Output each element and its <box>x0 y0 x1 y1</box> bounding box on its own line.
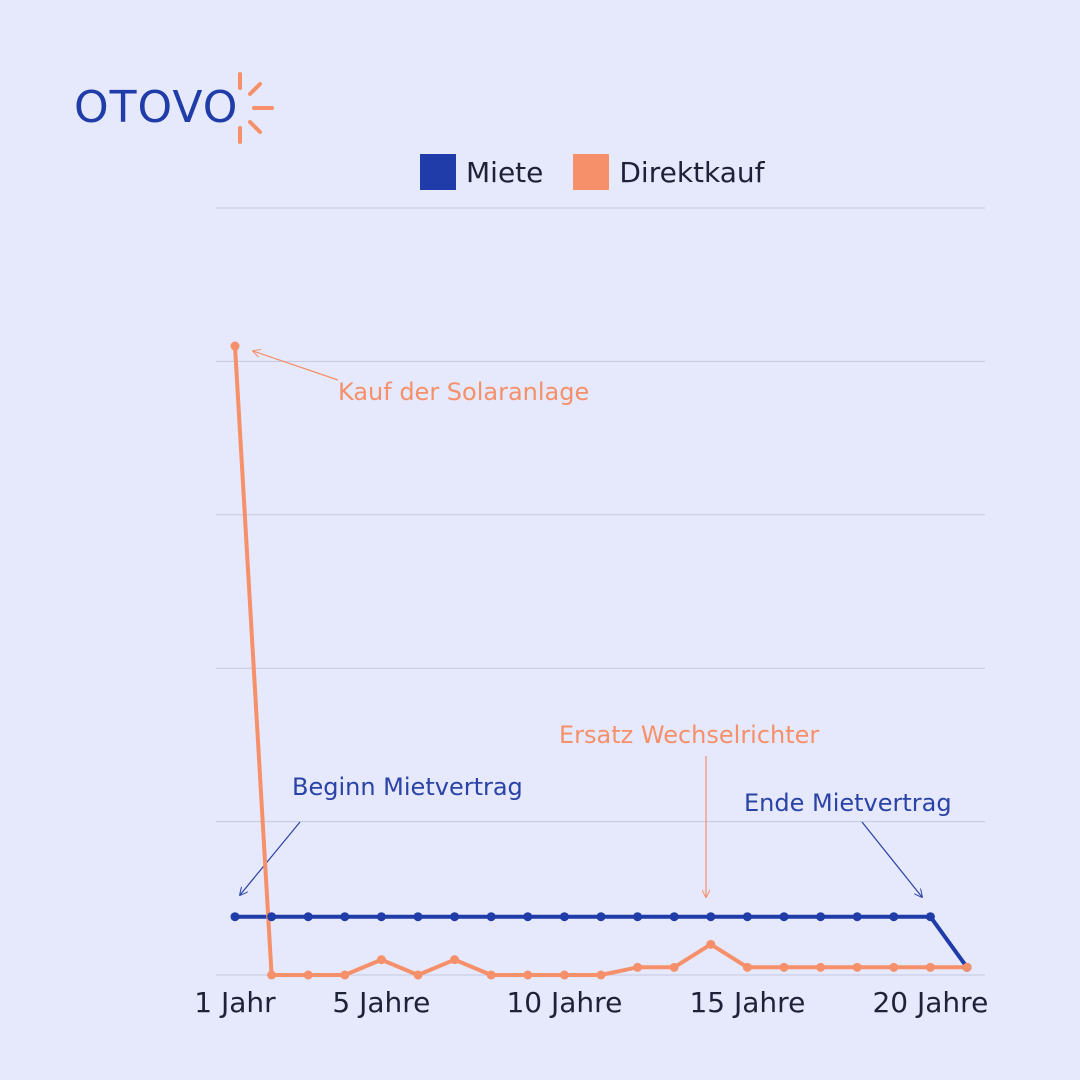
grid-lines <box>216 207 985 976</box>
data-point-direktkauf-8 <box>486 970 496 980</box>
data-point-direktkauf-18 <box>852 962 862 972</box>
annotation-label-3: Ende Mietvertrag <box>744 789 952 817</box>
data-point-direktkauf-11 <box>596 970 606 980</box>
data-point-direktkauf-21 <box>962 962 972 972</box>
data-point-miete-2 <box>267 912 277 922</box>
legend-label-direktkauf: Direktkauf <box>619 155 765 189</box>
annotation-arrows <box>240 351 922 897</box>
data-point-direktkauf-5 <box>376 955 386 965</box>
x-tick-label-4: 20 Jahre <box>872 986 989 1019</box>
data-point-miete-12 <box>633 912 643 922</box>
data-point-direktkauf-19 <box>889 962 899 972</box>
data-point-direktkauf-6 <box>413 970 423 980</box>
data-point-direktkauf-10 <box>559 970 569 980</box>
x-tick-label-3: 15 Jahre <box>689 986 806 1019</box>
annotation-label-0: Kauf der Solaranlage <box>338 378 590 406</box>
data-point-direktkauf-14 <box>706 939 716 949</box>
annotation-label-2: Beginn Mietvertrag <box>292 773 523 801</box>
data-point-miete-6 <box>413 912 423 922</box>
data-point-miete-10 <box>559 912 569 922</box>
sun-rays-icon <box>238 72 274 144</box>
data-point-direktkauf-16 <box>779 962 789 972</box>
legend-swatch-miete <box>420 154 456 190</box>
data-point-miete-20 <box>925 912 935 922</box>
data-point-direktkauf-9 <box>523 970 533 980</box>
data-point-direktkauf-15 <box>742 962 752 972</box>
series-line-direktkauf <box>233 345 967 977</box>
x-tick-label-0: 1 Jahr <box>194 986 276 1019</box>
legend-label-miete: Miete <box>466 155 544 189</box>
data-point-direktkauf-1 <box>230 341 240 351</box>
data-point-direktkauf-2 <box>267 970 277 980</box>
data-point-direktkauf-3 <box>303 970 313 980</box>
legend-item-miete: Miete <box>420 154 543 190</box>
data-point-miete-8 <box>486 912 496 922</box>
series-line-miete <box>235 914 969 969</box>
data-point-direktkauf-17 <box>816 962 826 972</box>
data-point-miete-5 <box>376 912 386 922</box>
data-point-direktkauf-13 <box>669 962 679 972</box>
data-point-miete-11 <box>596 912 606 922</box>
data-point-miete-16 <box>779 912 789 922</box>
data-point-miete-17 <box>816 912 826 922</box>
data-point-miete-9 <box>523 912 533 922</box>
data-point-miete-13 <box>669 912 679 922</box>
data-point-miete-14 <box>706 912 716 922</box>
annotation-arrow-2 <box>240 821 301 895</box>
data-point-direktkauf-7 <box>450 955 460 965</box>
data-point-miete-4 <box>340 912 350 922</box>
x-tick-label-2: 10 Jahre <box>506 986 623 1019</box>
data-point-direktkauf-12 <box>633 962 643 972</box>
logo-text: OTOVO <box>74 82 239 133</box>
annotation-arrow-0 <box>253 351 339 381</box>
annotation-arrow-3 <box>861 821 922 897</box>
data-point-miete-7 <box>450 912 460 922</box>
chart-legend: Miete Direktkauf <box>420 152 795 192</box>
data-point-miete-15 <box>742 912 752 922</box>
otovo-logo: OTOVO <box>74 70 284 150</box>
data-point-miete-3 <box>303 912 313 922</box>
data-point-direktkauf-4 <box>340 970 350 980</box>
legend-item-direktkauf: Direktkauf <box>573 154 765 190</box>
data-point-direktkauf-20 <box>925 962 935 972</box>
data-point-miete-1 <box>230 912 240 922</box>
x-tick-label-1: 5 Jahre <box>332 986 431 1019</box>
series-lines <box>230 341 972 980</box>
legend-swatch-direktkauf <box>573 154 610 190</box>
annotation-label-1: Ersatz Wechselrichter <box>559 721 820 749</box>
data-point-miete-18 <box>852 912 862 922</box>
data-point-miete-19 <box>889 912 899 922</box>
